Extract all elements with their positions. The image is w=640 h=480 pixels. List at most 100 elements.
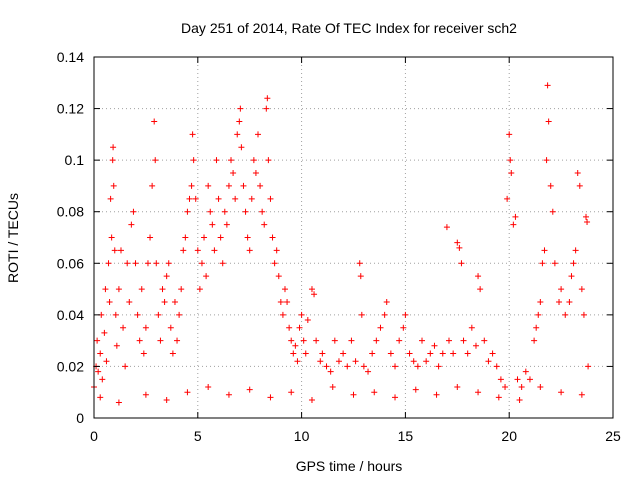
- data-point: [157, 337, 164, 344]
- data-point: [228, 157, 235, 164]
- data-point: [506, 131, 513, 138]
- data-point: [194, 247, 201, 254]
- data-point: [558, 286, 565, 293]
- data-point: [319, 350, 326, 357]
- data-point: [419, 337, 426, 344]
- data-point: [271, 260, 278, 267]
- data-point: [110, 182, 117, 189]
- data-point: [475, 273, 482, 280]
- y-tick-label: 0.1: [65, 152, 85, 168]
- data-point: [106, 298, 113, 305]
- data-point: [414, 363, 421, 370]
- data-point: [456, 244, 463, 251]
- data-point: [541, 247, 548, 254]
- data-points: [91, 82, 592, 406]
- data-point: [566, 298, 573, 305]
- data-point: [94, 337, 101, 344]
- data-point: [508, 170, 515, 177]
- data-point: [400, 324, 407, 331]
- data-point: [138, 286, 145, 293]
- data-point: [284, 298, 291, 305]
- data-point: [510, 221, 517, 228]
- data-point: [584, 219, 591, 226]
- data-point: [142, 324, 149, 331]
- data-point: [516, 396, 523, 403]
- data-point: [101, 329, 108, 336]
- data-point: [246, 386, 253, 393]
- data-point: [97, 394, 104, 401]
- data-point: [583, 213, 590, 220]
- data-point: [132, 260, 139, 267]
- data-point: [201, 234, 208, 241]
- grid-layer: [94, 57, 613, 418]
- data-point: [373, 337, 380, 344]
- data-point: [234, 131, 241, 138]
- data-point: [167, 324, 174, 331]
- data-point: [198, 260, 205, 267]
- data-point: [221, 208, 228, 215]
- data-point: [108, 234, 115, 241]
- data-point: [468, 324, 475, 331]
- data-point: [246, 247, 253, 254]
- data-point: [122, 363, 129, 370]
- data-point: [180, 247, 187, 254]
- data-point: [454, 384, 461, 391]
- y-tick-label: 0.06: [57, 255, 84, 271]
- data-point: [475, 389, 482, 396]
- data-point: [259, 208, 266, 215]
- data-point: [358, 311, 365, 318]
- data-point: [196, 286, 203, 293]
- data-point: [445, 337, 452, 344]
- data-point: [267, 195, 274, 202]
- y-tick-label: 0.02: [57, 358, 84, 374]
- data-point: [244, 234, 251, 241]
- data-point: [311, 291, 318, 298]
- data-point: [261, 221, 268, 228]
- data-point: [547, 182, 554, 189]
- data-point: [507, 157, 514, 164]
- y-tick-label: 0.12: [57, 101, 84, 117]
- data-point: [219, 260, 226, 267]
- data-point: [396, 337, 403, 344]
- data-point: [576, 182, 583, 189]
- data-point: [176, 311, 183, 318]
- data-point: [250, 157, 257, 164]
- data-point: [381, 311, 388, 318]
- data-point: [304, 317, 311, 324]
- data-point: [103, 358, 110, 365]
- data-point: [543, 157, 550, 164]
- data-point: [188, 182, 195, 189]
- data-point: [317, 358, 324, 365]
- data-point: [290, 350, 297, 357]
- data-point: [360, 363, 367, 370]
- data-point: [120, 324, 127, 331]
- data-point: [112, 311, 119, 318]
- data-point: [497, 376, 504, 383]
- data-point: [392, 363, 399, 370]
- data-point: [136, 337, 143, 344]
- data-point: [257, 182, 264, 189]
- data-point: [174, 337, 181, 344]
- data-point: [155, 311, 162, 318]
- plot-frame: [93, 56, 614, 419]
- data-point: [115, 286, 122, 293]
- data-point: [518, 384, 525, 391]
- data-point: [556, 298, 563, 305]
- data-point: [147, 234, 154, 241]
- data-point: [458, 260, 465, 267]
- tick-marks: [93, 56, 614, 419]
- data-point: [130, 208, 137, 215]
- data-point: [454, 239, 461, 246]
- data-point: [423, 358, 430, 365]
- data-point: [308, 286, 315, 293]
- data-point: [544, 82, 551, 89]
- data-point: [277, 298, 284, 305]
- data-point: [264, 95, 271, 102]
- data-point: [223, 221, 230, 228]
- data-point: [365, 368, 372, 375]
- data-point: [578, 286, 585, 293]
- data-point: [165, 260, 172, 267]
- data-point: [431, 342, 438, 349]
- data-point: [549, 208, 556, 215]
- data-point: [99, 376, 106, 383]
